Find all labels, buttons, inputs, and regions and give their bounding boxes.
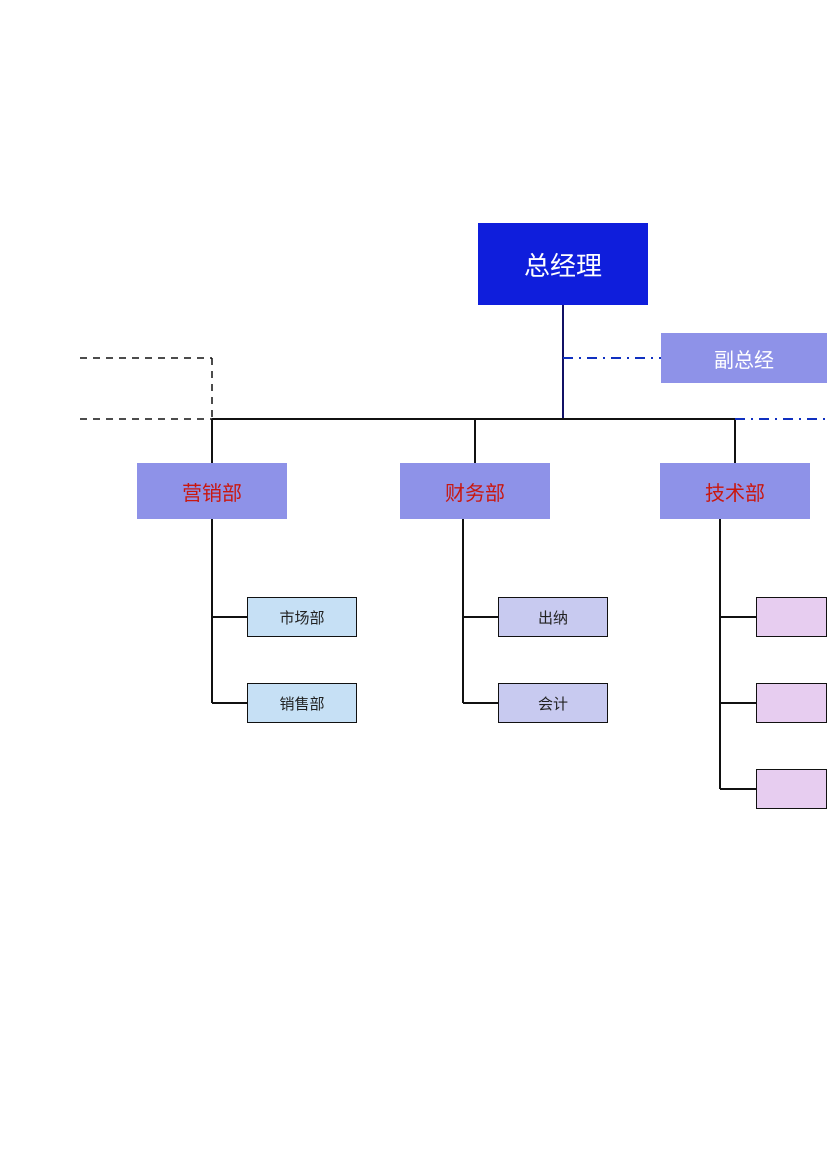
org-chart-edges (0, 0, 827, 1170)
node-sales_dept: 销售部 (247, 683, 357, 723)
node-tech_sub2 (756, 683, 827, 723)
node-market_dept: 市场部 (247, 597, 357, 637)
node-gm: 总经理 (478, 223, 648, 305)
node-accounting: 会计 (498, 683, 608, 723)
node-marketing: 营销部 (137, 463, 287, 519)
node-tech_sub3 (756, 769, 827, 809)
node-label-cashier: 出纳 (538, 607, 568, 628)
node-finance: 财务部 (400, 463, 550, 519)
node-tech: 技术部 (660, 463, 810, 519)
node-label-market_dept: 市场部 (279, 607, 324, 628)
node-tech_sub1 (756, 597, 827, 637)
node-label-gm: 总经理 (524, 246, 602, 283)
org-chart-canvas: 总经理副总经营销部 财务部 技术部市场部销售部 出纳会计 (0, 0, 827, 1170)
node-label-sales_dept: 销售部 (279, 693, 324, 714)
node-label-vgm: 副总经 (714, 344, 774, 373)
node-label-finance: 财务部 (445, 477, 505, 506)
node-label-accounting: 会计 (538, 693, 568, 714)
node-cashier: 出纳 (498, 597, 608, 637)
node-label-marketing: 营销部 (182, 477, 242, 506)
node-vgm: 副总经 (661, 333, 827, 383)
node-label-tech: 技术部 (705, 477, 765, 506)
